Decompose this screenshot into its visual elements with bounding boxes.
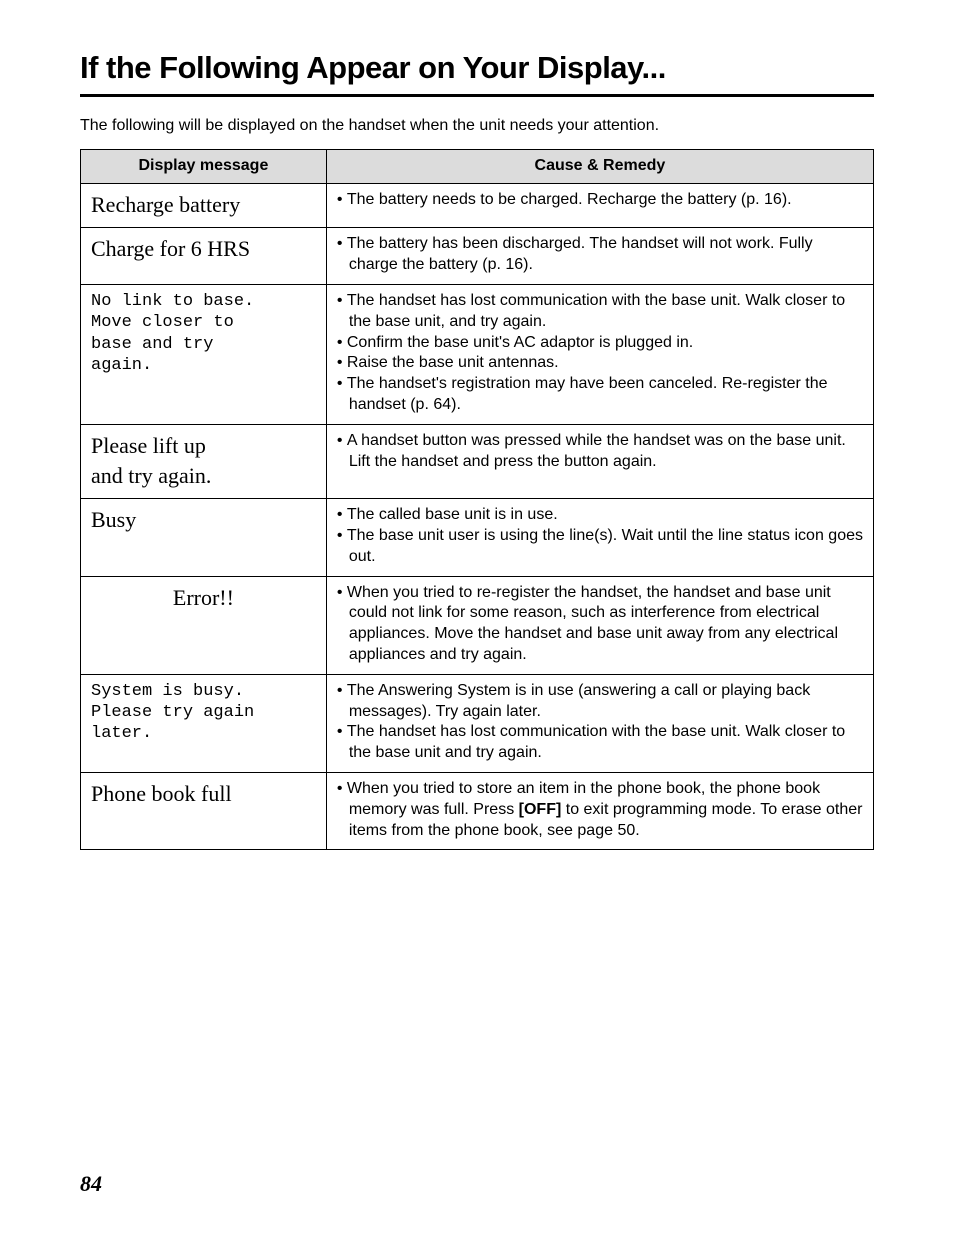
display-message-cell: No link to base. Move closer to base and… — [81, 285, 327, 425]
cause-remedy-cell: The battery needs to be charged. Recharg… — [326, 183, 873, 228]
page-number: 84 — [80, 1171, 102, 1197]
remedy-item: When you tried to store an item in the p… — [337, 779, 863, 841]
remedy-list: The battery needs to be charged. Recharg… — [337, 190, 863, 211]
remedy-list: The Answering System is in use (answerin… — [337, 681, 863, 764]
display-message-text: Recharge battery — [91, 192, 240, 217]
display-message-cell: System is busy. Please try again later. — [81, 674, 327, 772]
title-rule — [80, 94, 874, 97]
col-header-cause-remedy: Cause & Remedy — [326, 150, 873, 184]
display-message-text: System is busy. Please try again later. — [91, 682, 254, 744]
remedy-item: The handset has lost communication with … — [337, 291, 863, 333]
remedy-list: The called base unit is in use.The base … — [337, 505, 863, 567]
remedy-list: The handset has lost communication with … — [337, 291, 863, 416]
display-message-text: Charge for 6 HRS — [91, 236, 250, 261]
display-message-text: Error!! — [173, 585, 234, 610]
table-row: No link to base. Move closer to base and… — [81, 285, 874, 425]
remedy-item: The handset's registration may have been… — [337, 374, 863, 416]
display-message-cell: Phone book full — [81, 773, 327, 850]
cause-remedy-cell: The handset has lost communication with … — [326, 285, 873, 425]
cause-remedy-cell: When you tried to re-register the handse… — [326, 576, 873, 674]
remedy-list: When you tried to re-register the handse… — [337, 583, 863, 666]
table-row: Recharge battery The battery needs to be … — [81, 183, 874, 228]
remedy-list: A handset button was pressed while the h… — [337, 431, 863, 473]
display-message-text: Please lift up and try again. — [91, 433, 211, 488]
table-row: System is busy. Please try again later. T… — [81, 674, 874, 772]
page: If the Following Appear on Your Display.… — [0, 0, 954, 1235]
table-row: Phone book full When you tried to store a… — [81, 773, 874, 850]
table-row: Charge for 6 HRS The battery has been dis… — [81, 228, 874, 285]
remedy-list: When you tried to store an item in the p… — [337, 779, 863, 841]
display-message-cell: Please lift up and try again. — [81, 424, 327, 498]
display-message-cell: Recharge battery — [81, 183, 327, 228]
cause-remedy-cell: The battery has been discharged. The han… — [326, 228, 873, 285]
display-messages-table: Display message Cause & Remedy Recharge … — [80, 149, 874, 850]
table-row: Please lift up and try again. A handset b… — [81, 424, 874, 498]
table-row: Error!! When you tried to re-register the… — [81, 576, 874, 674]
remedy-item: When you tried to re-register the handse… — [337, 583, 863, 666]
remedy-item: A handset button was pressed while the h… — [337, 431, 863, 473]
display-message-cell: Busy — [81, 499, 327, 576]
remedy-item: The called base unit is in use. — [337, 505, 863, 526]
display-message-cell: Charge for 6 HRS — [81, 228, 327, 285]
display-message-cell: Error!! — [81, 576, 327, 674]
cause-remedy-cell: The Answering System is in use (answerin… — [326, 674, 873, 772]
display-message-text: Phone book full — [91, 781, 232, 806]
cause-remedy-cell: When you tried to store an item in the p… — [326, 773, 873, 850]
table-body: Recharge battery The battery needs to be … — [81, 183, 874, 850]
cause-remedy-cell: A handset button was pressed while the h… — [326, 424, 873, 498]
remedy-item: The base unit user is using the line(s).… — [337, 526, 863, 568]
display-message-text: Busy — [91, 507, 136, 532]
remedy-item: The battery needs to be charged. Recharg… — [337, 190, 863, 211]
table-header-row: Display message Cause & Remedy — [81, 150, 874, 184]
remedy-item: The handset has lost communication with … — [337, 722, 863, 764]
remedy-item: The battery has been discharged. The han… — [337, 234, 863, 276]
remedy-item: Confirm the base unit's AC adaptor is pl… — [337, 333, 863, 354]
remedy-list: The battery has been discharged. The han… — [337, 234, 863, 276]
col-header-display-message: Display message — [81, 150, 327, 184]
intro-text: The following will be displayed on the h… — [80, 117, 874, 135]
remedy-item: Raise the base unit antennas. — [337, 353, 863, 374]
display-message-text: No link to base. Move closer to base and… — [91, 292, 254, 375]
remedy-item: The Answering System is in use (answerin… — [337, 681, 863, 723]
cause-remedy-cell: The called base unit is in use.The base … — [326, 499, 873, 576]
table-row: Busy The called base unit is in use.The b… — [81, 499, 874, 576]
page-title: If the Following Appear on Your Display.… — [80, 50, 874, 86]
